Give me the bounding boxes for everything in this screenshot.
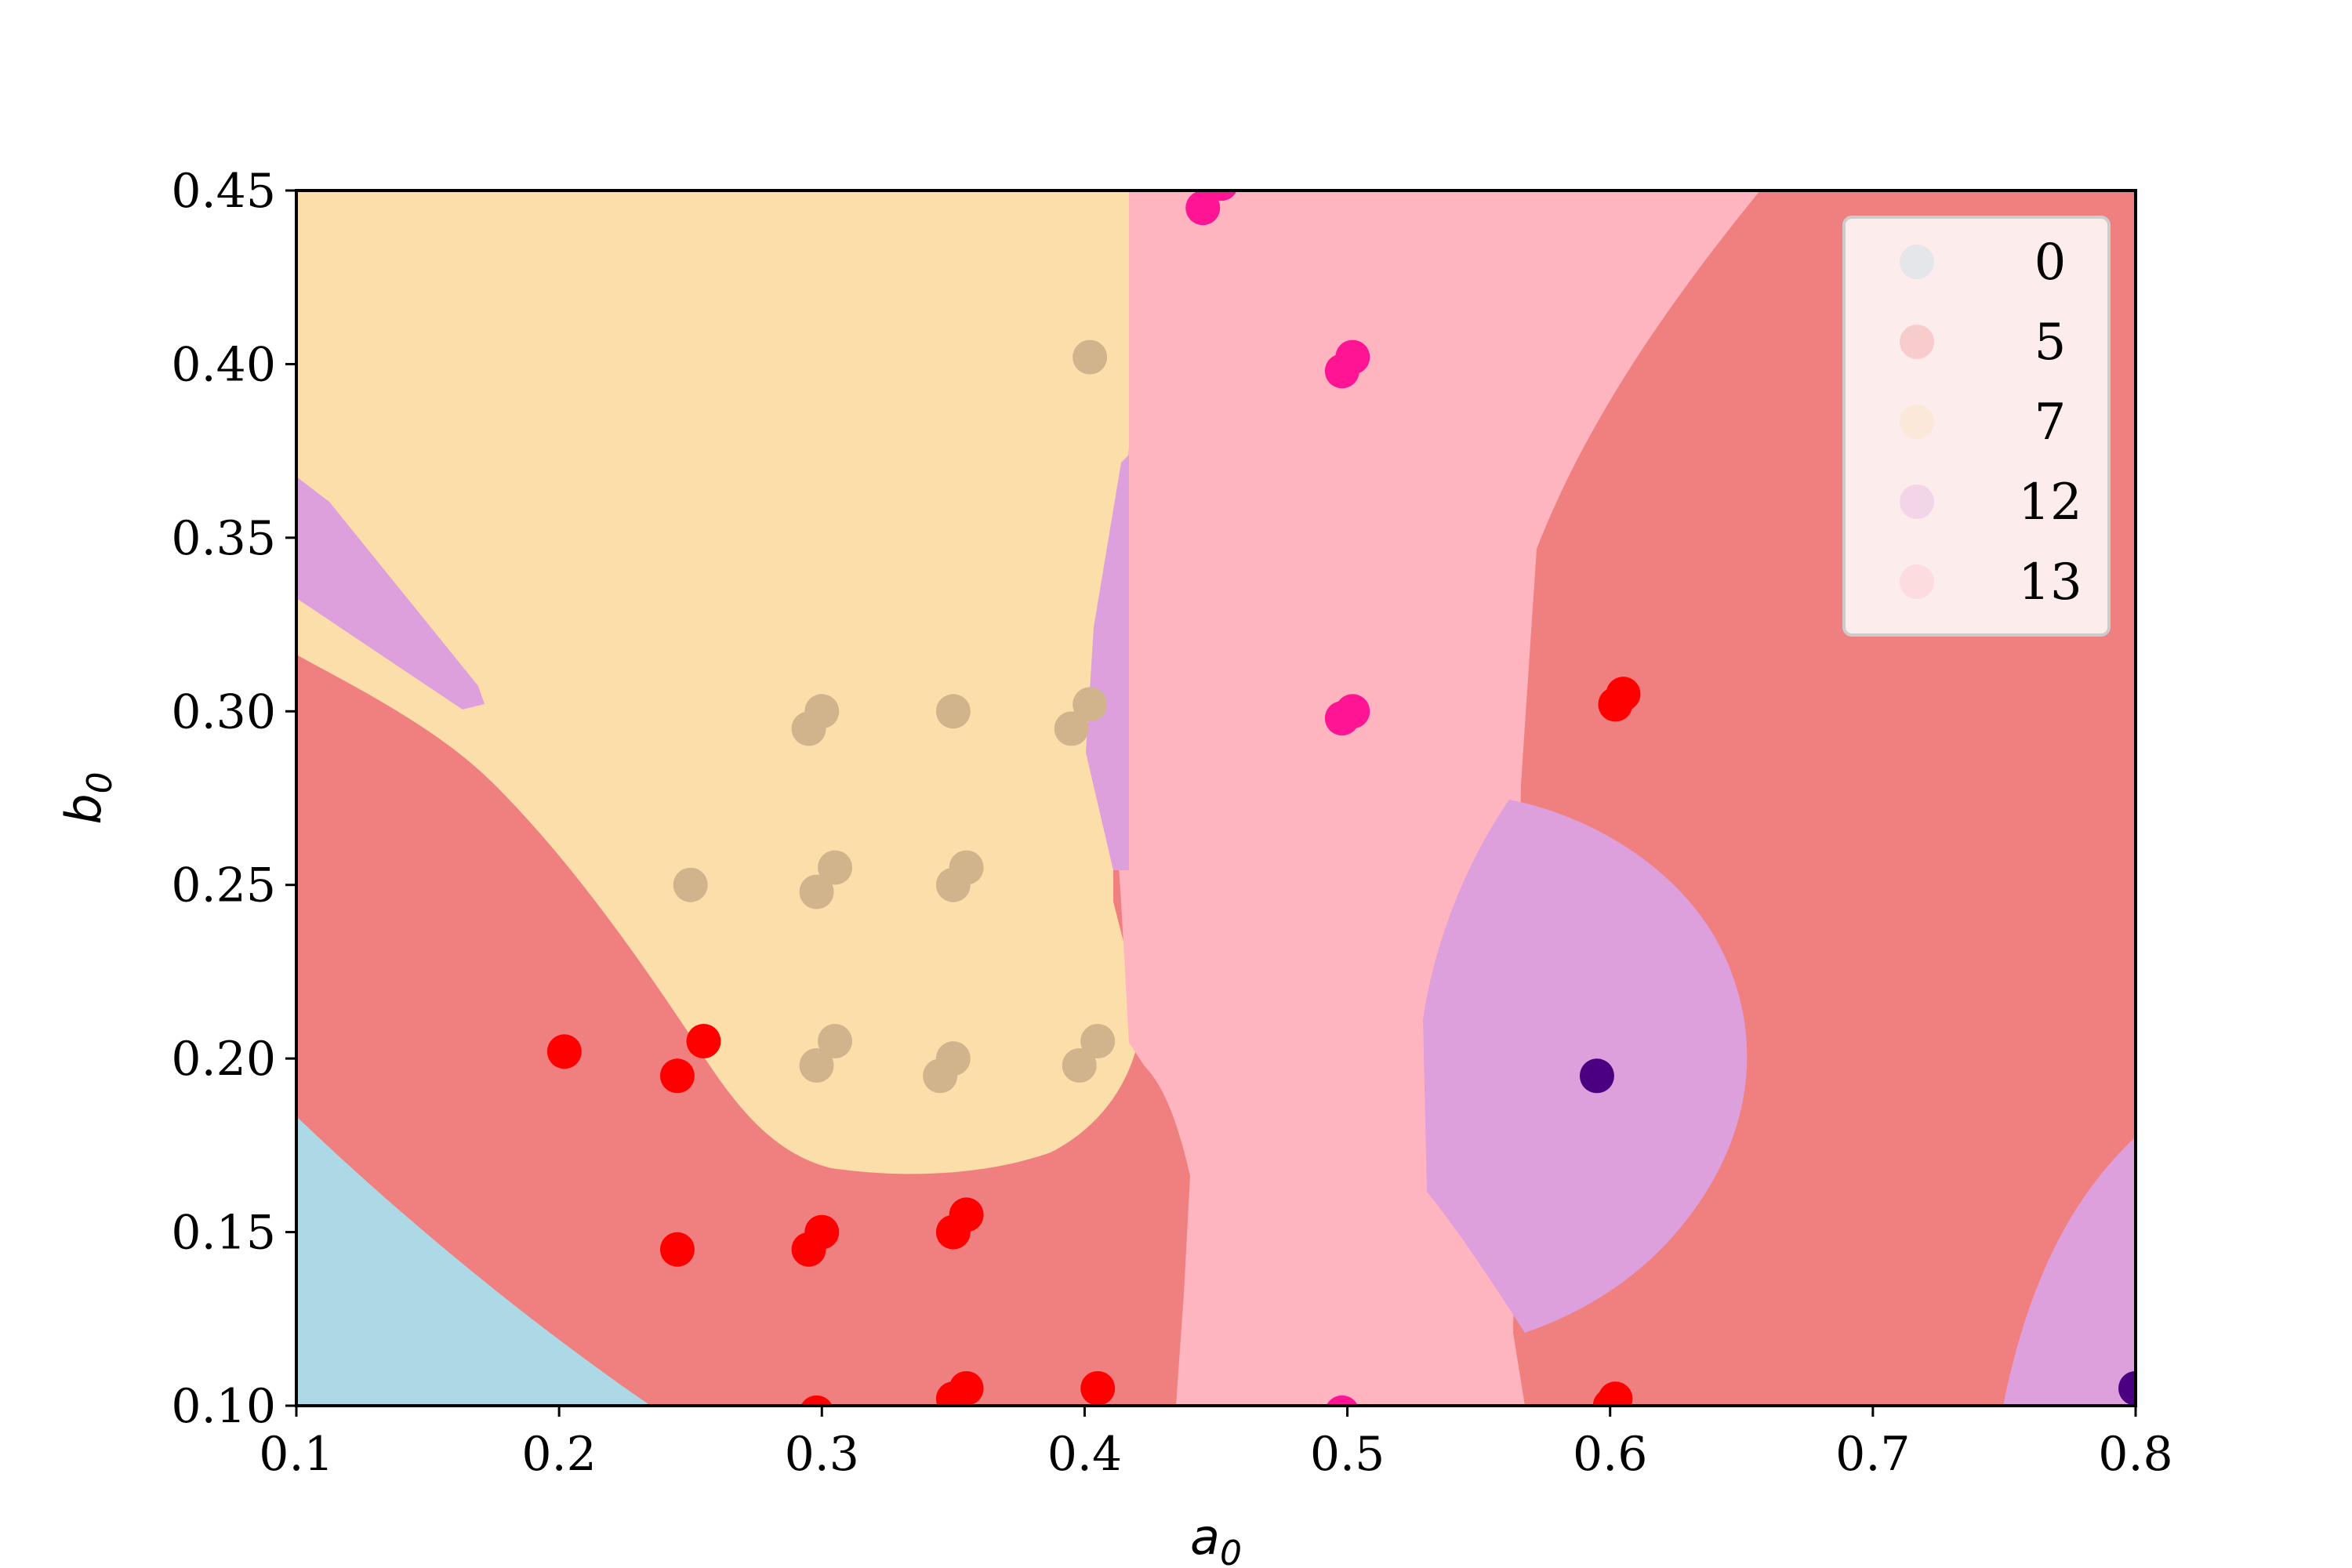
data-point — [818, 1024, 853, 1058]
legend-box — [1842, 216, 2111, 637]
data-point — [1205, 191, 1237, 201]
data-point — [1598, 1381, 1633, 1406]
region-class-12-left-strip — [296, 477, 485, 710]
x-axis-title: a0 — [1190, 1508, 1242, 1568]
legend-label: 5 — [2034, 314, 2067, 372]
data-point — [1080, 1024, 1116, 1058]
y-tick-label: 0.45 — [171, 164, 276, 219]
data-point — [935, 1041, 971, 1076]
data-point — [949, 1197, 984, 1232]
data-point — [686, 1024, 721, 1058]
x-axis-ticks: 0.1 0.2 0.3 0.4 0.5 0.6 0.7 0.8 — [259, 1406, 2173, 1482]
legend-marker — [1900, 325, 1934, 359]
legend-label: 7 — [2034, 394, 2067, 452]
data-point — [799, 1048, 834, 1083]
legend-label: 13 — [2018, 554, 2082, 612]
x-tick-label: 0.7 — [1835, 1427, 1910, 1482]
data-point — [818, 850, 853, 885]
data-point — [546, 1034, 582, 1069]
x-tick-label: 0.4 — [1047, 1427, 1122, 1482]
y-tick-label: 0.35 — [171, 511, 276, 566]
legend-marker — [1900, 485, 1934, 519]
data-point — [949, 850, 984, 885]
data-point — [935, 694, 971, 729]
data-point — [1062, 1048, 1097, 1083]
x-tick-label: 0.5 — [1310, 1427, 1385, 1482]
x-tick-label: 0.6 — [1573, 1427, 1647, 1482]
y-tick-label: 0.20 — [171, 1032, 276, 1087]
data-point — [2118, 1370, 2136, 1406]
x-axis-title-subscript: 0 — [1220, 1534, 1242, 1568]
y-axis-ticks: 0.10 0.15 0.20 0.25 0.30 0.35 0.40 0.45 — [171, 164, 296, 1434]
x-tick-label: 0.2 — [521, 1427, 596, 1482]
y-tick-label: 0.15 — [171, 1206, 276, 1261]
legend: 0 5 7 12 13 — [1842, 216, 2111, 637]
y-tick-label: 0.10 — [171, 1379, 276, 1434]
region-class-12-mid-strip — [1086, 455, 1129, 870]
legend-marker — [1900, 245, 1934, 279]
x-axis-title-main: a — [1190, 1508, 1220, 1566]
data-point — [1335, 339, 1370, 375]
legend-label: 12 — [2018, 474, 2082, 532]
region-class-12-bottom-right — [2003, 1137, 2136, 1406]
x-tick-label: 0.8 — [2098, 1427, 2172, 1482]
data-point — [659, 1232, 695, 1267]
data-point — [1326, 1395, 1359, 1406]
legend-label: 0 — [2034, 234, 2067, 292]
data-point — [804, 1214, 840, 1250]
data-point — [673, 867, 708, 902]
data-point — [799, 874, 834, 909]
y-tick-label: 0.30 — [171, 684, 276, 739]
region-class-0 — [296, 1116, 651, 1406]
y-axis-title-subscript: 0 — [80, 771, 120, 793]
data-point — [1185, 191, 1221, 226]
y-tick-label: 0.40 — [171, 337, 276, 392]
data-point — [1335, 694, 1370, 729]
y-axis-title-main: b — [55, 793, 112, 824]
data-point — [1054, 711, 1089, 746]
x-tick-label: 0.1 — [259, 1427, 333, 1482]
decision-regions — [296, 191, 2136, 1406]
x-tick-label: 0.3 — [785, 1427, 859, 1482]
data-point — [804, 694, 840, 729]
data-point — [1606, 677, 1641, 712]
region-class-7 — [296, 191, 1141, 1174]
data-point — [1080, 1370, 1116, 1406]
y-axis-title: b0 — [55, 771, 120, 824]
y-tick-label: 0.25 — [171, 858, 276, 913]
data-point — [1073, 687, 1108, 722]
legend-marker — [1900, 564, 1934, 599]
region-class-13 — [1113, 191, 1760, 1406]
data-point — [949, 1370, 984, 1406]
legend-marker — [1900, 405, 1934, 439]
plot-frame — [295, 189, 2137, 1407]
data-point — [1073, 339, 1108, 375]
data-point — [800, 1395, 833, 1406]
data-point — [659, 1058, 695, 1094]
data-point — [1579, 1058, 1614, 1094]
data-points — [546, 191, 2136, 1406]
